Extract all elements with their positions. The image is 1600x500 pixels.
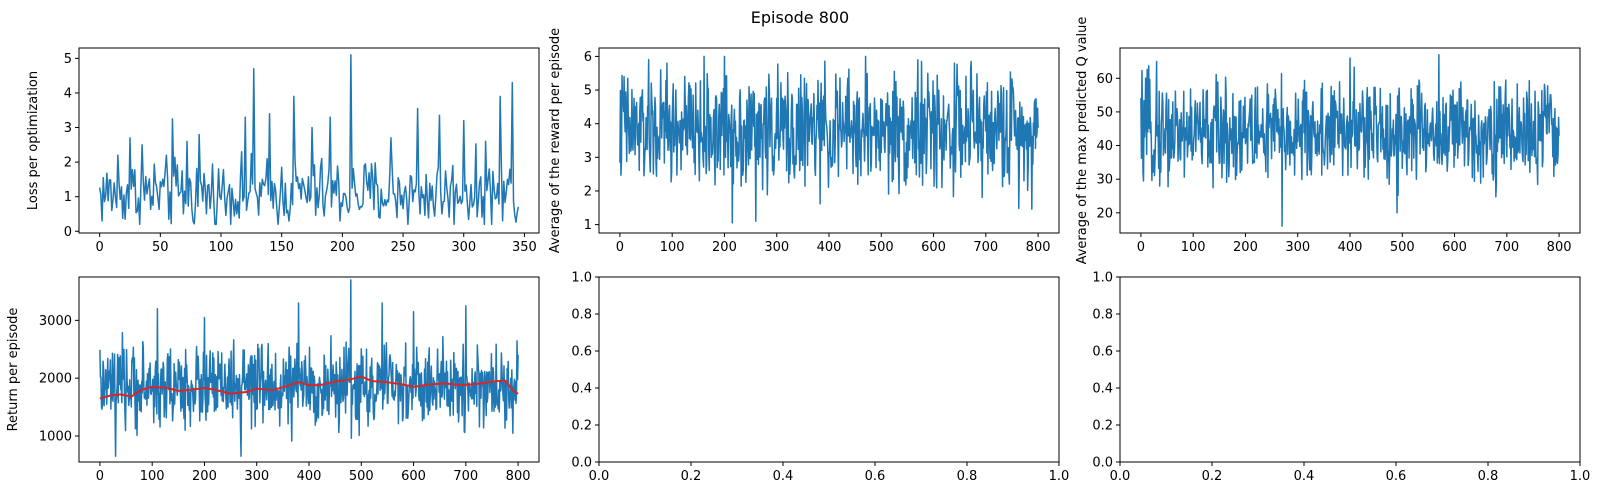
subplot-avg-max-q: 0 100 200 300 400 500 600 700 800 20 30 40 50 60 Avera… — [1075, 17, 1581, 265]
y-tick-label: 0.2 — [571, 419, 592, 434]
axes-frame — [1119, 276, 1581, 463]
x-tick-label: 50 — [152, 240, 169, 255]
x-tick-label: 500 — [1390, 240, 1415, 255]
y-tick-label: 50 — [1096, 105, 1113, 120]
x-tick-label: 700 — [1494, 240, 1519, 255]
x-tick-label: 400 — [297, 469, 322, 484]
y-tick-label: 1.0 — [571, 271, 592, 286]
x-tick-label: 200 — [1233, 240, 1258, 255]
y-tick-label: 3 — [584, 151, 592, 166]
y-tick-label: 0.6 — [1092, 345, 1113, 360]
x-tick-label: 200 — [192, 469, 217, 484]
series-line — [99, 279, 519, 457]
x-tick-label: 1.0 — [1570, 469, 1591, 484]
x-tick-label: 600 — [401, 469, 426, 484]
x-tick-label: 600 — [1442, 240, 1467, 255]
y-axis-label: Average of the max predicted Q value — [1075, 17, 1090, 265]
series-line — [1140, 53, 1560, 228]
y-tick-label: 5 — [584, 84, 592, 99]
y-tick-label: 0.8 — [1092, 308, 1113, 323]
y-tick-label: 0.4 — [571, 382, 592, 397]
x-tick-label: 800 — [506, 469, 531, 484]
x-tick-label: 100 — [140, 469, 165, 484]
x-tick-label: 600 — [921, 240, 946, 255]
y-tick-label: 20 — [1096, 206, 1113, 221]
y-tick-label: 4 — [584, 117, 592, 132]
x-tick-label: 500 — [869, 240, 894, 255]
axes-frame — [78, 47, 540, 234]
y-axis-label: Average of the reward per episode — [548, 28, 563, 253]
y-tick-label: 6 — [584, 50, 592, 65]
x-tick-label: 0.2 — [1202, 469, 1223, 484]
x-tick-label: 0.4 — [773, 469, 794, 484]
y-tick-label: 3000 — [39, 314, 72, 329]
x-tick-label: 100 — [660, 240, 685, 255]
x-tick-label: 400 — [1338, 240, 1363, 255]
x-tick-label: 250 — [391, 240, 416, 255]
y-tick-label: 5 — [64, 52, 72, 67]
moving-average-line — [99, 375, 519, 400]
y-tick-label: 0.6 — [571, 345, 592, 360]
y-tick-label: 1 — [64, 190, 72, 205]
x-tick-label: 400 — [817, 240, 842, 255]
x-tick-label: 800 — [1026, 240, 1051, 255]
y-axis-label: Return per episode — [6, 308, 21, 432]
y-axis-label: Loss per optimization — [26, 71, 41, 210]
axes-frame — [598, 276, 1060, 463]
x-tick-label: 100 — [209, 240, 234, 255]
x-tick-label: 500 — [349, 469, 374, 484]
series-line — [98, 54, 520, 226]
x-tick-label: 700 — [973, 240, 998, 255]
x-tick-label: 300 — [764, 240, 789, 255]
x-tick-label: 350 — [512, 240, 537, 255]
x-tick-label: 800 — [1547, 240, 1572, 255]
x-tick-label: 0.8 — [1478, 469, 1499, 484]
y-tick-label: 0 — [64, 225, 72, 240]
x-tick-label: 0 — [616, 240, 624, 255]
x-tick-label: 700 — [453, 469, 478, 484]
x-tick-label: 300 — [451, 240, 476, 255]
subplot-empty-1: 0.0 0.2 0.4 0.6 0.8 1.0 0.0 0.2 0.4 0.6 0.8 1.0 — [571, 271, 1069, 485]
x-tick-label: 300 — [1285, 240, 1310, 255]
y-tick-label: 1 — [584, 218, 592, 233]
figure-title: Episode 800 — [751, 8, 849, 27]
x-tick-label: 0.0 — [589, 469, 610, 484]
y-tick-label: 0.0 — [1092, 456, 1113, 471]
x-tick-label: 0 — [95, 240, 103, 255]
x-tick-label: 0.4 — [1294, 469, 1315, 484]
y-tick-label: 40 — [1096, 139, 1113, 154]
y-tick-label: 0.4 — [1092, 382, 1113, 397]
subplot-loss: 0 50 100 150 200 250 300 350 0 1 2 3 4 5 Loss per opti… — [26, 47, 540, 255]
x-tick-label: 300 — [244, 469, 269, 484]
y-tick-label: 4 — [64, 86, 72, 101]
x-tick-label: 0.6 — [1386, 469, 1407, 484]
x-tick-label: 0.6 — [865, 469, 886, 484]
y-tick-label: 2 — [584, 184, 592, 199]
subplot-avg-reward: 0 100 200 300 400 500 600 700 800 1 2 3 4 5 6 Average o… — [548, 28, 1060, 255]
y-tick-label: 0.8 — [571, 308, 592, 323]
x-tick-label: 0 — [96, 469, 104, 484]
y-tick-label: 0.0 — [571, 456, 592, 471]
y-tick-label: 30 — [1096, 173, 1113, 188]
y-tick-label: 60 — [1096, 72, 1113, 87]
x-tick-label: 200 — [330, 240, 355, 255]
series-line — [619, 55, 1039, 224]
subplot-return: 0 100 200 300 400 500 600 700 800 1000 2000 3000 Ret… — [6, 276, 540, 484]
x-tick-label: 0 — [1137, 240, 1145, 255]
x-tick-label: 200 — [712, 240, 737, 255]
subplot-empty-2: 0.0 0.2 0.4 0.6 0.8 1.0 0.0 0.2 0.4 0.6 0.8 1.0 — [1092, 271, 1590, 485]
y-tick-label: 1.0 — [1092, 271, 1113, 286]
y-tick-label: 3 — [64, 121, 72, 136]
x-tick-label: 1.0 — [1049, 469, 1070, 484]
y-tick-label: 1000 — [39, 429, 72, 444]
y-tick-label: 2 — [64, 156, 72, 171]
x-tick-label: 0.8 — [957, 469, 978, 484]
x-tick-label: 150 — [269, 240, 294, 255]
x-tick-label: 0.0 — [1110, 469, 1131, 484]
x-tick-label: 100 — [1181, 240, 1206, 255]
x-tick-label: 0.2 — [681, 469, 702, 484]
y-tick-label: 2000 — [39, 372, 72, 387]
y-tick-label: 0.2 — [1092, 419, 1113, 434]
